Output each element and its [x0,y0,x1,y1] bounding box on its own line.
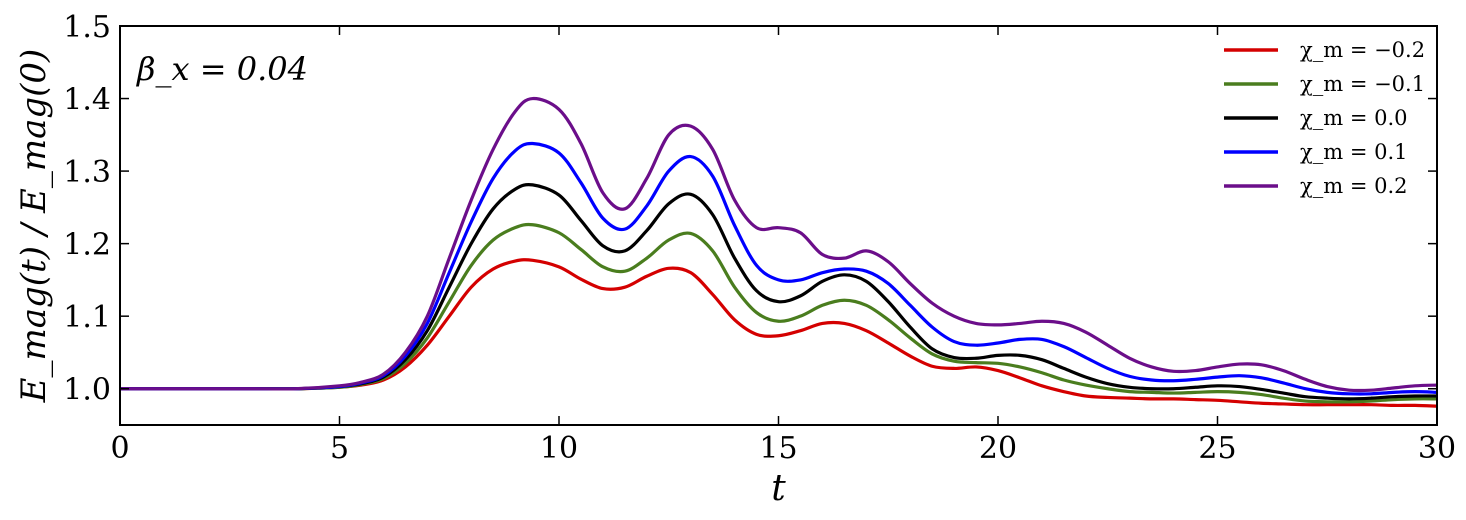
legend-label-1: χ_m = −0.1 [1300,72,1425,96]
series-line-1 [120,222,1438,404]
y-tick-label: 1.1 [63,300,111,335]
y-tick-label: 1.0 [63,373,111,408]
ticks-layer: 0 5 10 15 20 25 30 1.0 1.1 1.2 1.3 1.4 1.5 [63,10,1456,466]
series-line-3 [120,141,1438,396]
series-line-0 [120,258,1438,408]
x-tick-label: 10 [540,431,578,466]
legend-label-0: χ_m = −0.2 [1300,38,1425,62]
beta-annotation: β_x = 0.04 [136,50,308,88]
legend-label-3: χ_m = 0.1 [1300,140,1407,164]
x-tick-label: 25 [1198,431,1236,466]
y-tick-label: 1.2 [63,228,111,263]
y-tick-label: 1.3 [63,155,111,190]
legend: χ_m = −0.2 χ_m = −0.1 χ_m = 0.0 χ_m = 0.1 χ_… [1224,38,1425,198]
x-tick-label: 5 [330,431,349,466]
legend-label-4: χ_m = 0.2 [1300,174,1407,198]
y-tick-label: 1.4 [63,83,111,118]
x-tick-label: 20 [979,431,1017,466]
y-tick-label: 1.5 [63,10,111,45]
legend-label-2: χ_m = 0.0 [1300,106,1407,130]
series-layer [120,96,1438,408]
x-axis-label: t [771,468,786,509]
x-tick-label: 15 [759,431,797,466]
series-line-2 [120,182,1438,401]
x-tick-label: 30 [1418,431,1456,466]
series-line-4 [120,96,1438,393]
y-axis-label: E_mag(t) / E_mag(0) [14,49,54,404]
x-tick-label: 0 [110,431,129,466]
